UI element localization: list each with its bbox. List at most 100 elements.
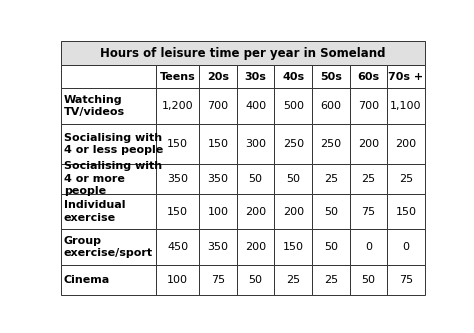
Text: 30s: 30s xyxy=(245,72,266,82)
Bar xyxy=(387,265,425,295)
Bar xyxy=(274,89,312,124)
Text: Cinema: Cinema xyxy=(64,275,110,285)
Text: 150: 150 xyxy=(167,139,188,149)
Text: 300: 300 xyxy=(245,139,266,149)
Bar xyxy=(199,164,237,194)
Bar xyxy=(387,229,425,265)
Bar xyxy=(156,65,199,89)
Text: 40s: 40s xyxy=(282,72,304,82)
Text: 50: 50 xyxy=(249,275,263,285)
Text: 350: 350 xyxy=(167,174,188,184)
Text: 1,200: 1,200 xyxy=(162,101,193,111)
Text: 200: 200 xyxy=(283,207,304,217)
Text: 50: 50 xyxy=(324,207,338,217)
Bar xyxy=(156,124,199,164)
Bar xyxy=(312,164,350,194)
Bar xyxy=(387,164,425,194)
Bar xyxy=(274,229,312,265)
Bar xyxy=(237,65,274,89)
Text: 60s: 60s xyxy=(357,72,380,82)
Bar xyxy=(237,164,274,194)
Text: Individual
exercise: Individual exercise xyxy=(64,200,125,223)
Bar xyxy=(350,89,387,124)
Text: Teens: Teens xyxy=(160,72,196,82)
Text: Hours of leisure time per year in Someland: Hours of leisure time per year in Somela… xyxy=(100,47,386,60)
Bar xyxy=(199,194,237,229)
Text: 100: 100 xyxy=(208,207,228,217)
Text: 150: 150 xyxy=(395,207,417,217)
Text: 50: 50 xyxy=(249,174,263,184)
Text: 150: 150 xyxy=(167,207,188,217)
Bar xyxy=(387,124,425,164)
Text: 75: 75 xyxy=(211,275,225,285)
Bar xyxy=(156,89,199,124)
Bar xyxy=(312,194,350,229)
Text: 75: 75 xyxy=(361,207,375,217)
Bar xyxy=(387,65,425,89)
Text: 500: 500 xyxy=(283,101,304,111)
Text: 200: 200 xyxy=(358,139,379,149)
Text: 600: 600 xyxy=(320,101,341,111)
Text: 350: 350 xyxy=(208,242,228,252)
Text: 450: 450 xyxy=(167,242,188,252)
Bar xyxy=(274,164,312,194)
Text: 700: 700 xyxy=(208,101,228,111)
Bar xyxy=(199,89,237,124)
Bar xyxy=(312,65,350,89)
Bar xyxy=(312,229,350,265)
Text: 150: 150 xyxy=(208,139,228,149)
Bar xyxy=(61,194,156,229)
Bar xyxy=(237,229,274,265)
Text: 1,100: 1,100 xyxy=(390,101,422,111)
Text: 100: 100 xyxy=(167,275,188,285)
Text: Socialising with
4 or less people: Socialising with 4 or less people xyxy=(64,133,163,155)
Text: 25: 25 xyxy=(399,174,413,184)
Text: 150: 150 xyxy=(283,242,304,252)
Bar xyxy=(274,124,312,164)
Bar xyxy=(199,229,237,265)
Text: 200: 200 xyxy=(245,242,266,252)
Text: 25: 25 xyxy=(361,174,375,184)
Bar xyxy=(350,164,387,194)
Bar xyxy=(199,124,237,164)
Bar xyxy=(237,265,274,295)
Text: 50: 50 xyxy=(286,174,300,184)
Text: 25: 25 xyxy=(286,275,301,285)
Bar xyxy=(350,124,387,164)
Text: 50: 50 xyxy=(324,242,338,252)
Bar xyxy=(350,265,387,295)
Text: Group
exercise/sport: Group exercise/sport xyxy=(64,236,153,258)
Text: 0: 0 xyxy=(402,242,410,252)
Bar xyxy=(274,65,312,89)
Text: 200: 200 xyxy=(395,139,417,149)
Bar xyxy=(350,65,387,89)
Bar xyxy=(237,194,274,229)
Text: 25: 25 xyxy=(324,174,338,184)
Bar xyxy=(350,194,387,229)
Bar xyxy=(61,124,156,164)
Bar xyxy=(312,89,350,124)
Bar xyxy=(156,229,199,265)
Bar xyxy=(61,164,156,194)
Text: 200: 200 xyxy=(245,207,266,217)
Bar xyxy=(199,65,237,89)
Text: 75: 75 xyxy=(399,275,413,285)
Bar xyxy=(156,194,199,229)
Bar xyxy=(312,124,350,164)
Bar xyxy=(156,164,199,194)
Bar xyxy=(237,124,274,164)
Text: 0: 0 xyxy=(365,242,372,252)
Text: 50s: 50s xyxy=(320,72,342,82)
Text: 350: 350 xyxy=(208,174,228,184)
Bar xyxy=(387,89,425,124)
Bar xyxy=(312,265,350,295)
Bar xyxy=(274,265,312,295)
Bar xyxy=(61,89,156,124)
Text: 50: 50 xyxy=(361,275,375,285)
Text: Socialising with
4 or more
people: Socialising with 4 or more people xyxy=(64,162,162,196)
Text: 250: 250 xyxy=(320,139,341,149)
Bar xyxy=(61,265,156,295)
Text: 25: 25 xyxy=(324,275,338,285)
Text: 250: 250 xyxy=(283,139,304,149)
Text: 700: 700 xyxy=(358,101,379,111)
